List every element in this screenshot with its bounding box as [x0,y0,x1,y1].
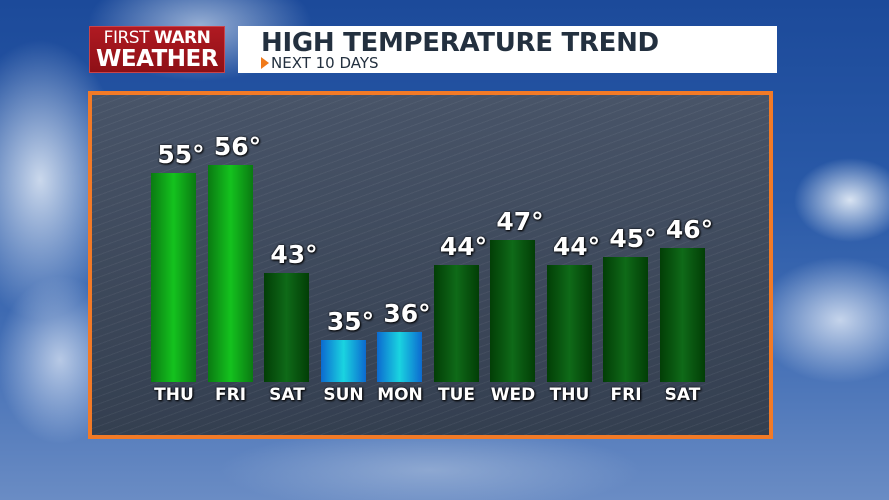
first-warn-weather-logo: FIRST WARN WEATHER [89,26,225,73]
day-label: MON [377,385,423,405]
temperature-label: 44° [439,231,488,261]
temperature-bar [603,256,648,382]
temperature-label: 46° [665,215,714,245]
chart-subtitle: NEXT 10 DAYS [261,54,379,72]
temperature-label: 35° [326,307,375,336]
temperature-label: 36° [383,298,431,328]
temperature-label: 45° [609,223,657,253]
temperature-bar [490,239,535,382]
temperature-bar [320,340,366,382]
temperature-bar [377,331,422,382]
day-label: SAT [269,385,305,405]
temperature-label: 43° [270,240,318,270]
temperature-label: 44° [552,231,601,261]
day-label: SUN [323,385,364,405]
day-label: FRI [610,385,642,405]
day-label: TUE [437,385,475,405]
title-box: HIGH TEMPERATURE TREND NEXT 10 DAYS [238,26,777,73]
temperature-bar [207,164,253,382]
day-label: WED [490,385,536,405]
logo-weather: WEATHER [96,46,218,72]
logo-warn: WARN [153,28,211,48]
chart-title: HIGH TEMPERATURE TREND [261,28,659,58]
temperature-bar [264,273,309,382]
day-label: FRI [214,385,247,405]
triangle-arrow-icon [261,57,269,69]
temperature-label: 47° [496,206,544,236]
subtitle-text: NEXT 10 DAYS [271,54,379,72]
day-label: THU [549,385,590,405]
temperature-bar [151,173,196,382]
temperature-bar [659,248,705,382]
temperature-label: 55° [157,140,205,169]
temperature-label: 56° [213,131,262,161]
day-label: THU [154,385,194,405]
temperature-bar [433,264,479,382]
temperature-bar [546,264,592,382]
chart-panel [88,91,773,439]
day-label: SAT [664,385,701,405]
logo-first: FIRST [103,28,150,48]
